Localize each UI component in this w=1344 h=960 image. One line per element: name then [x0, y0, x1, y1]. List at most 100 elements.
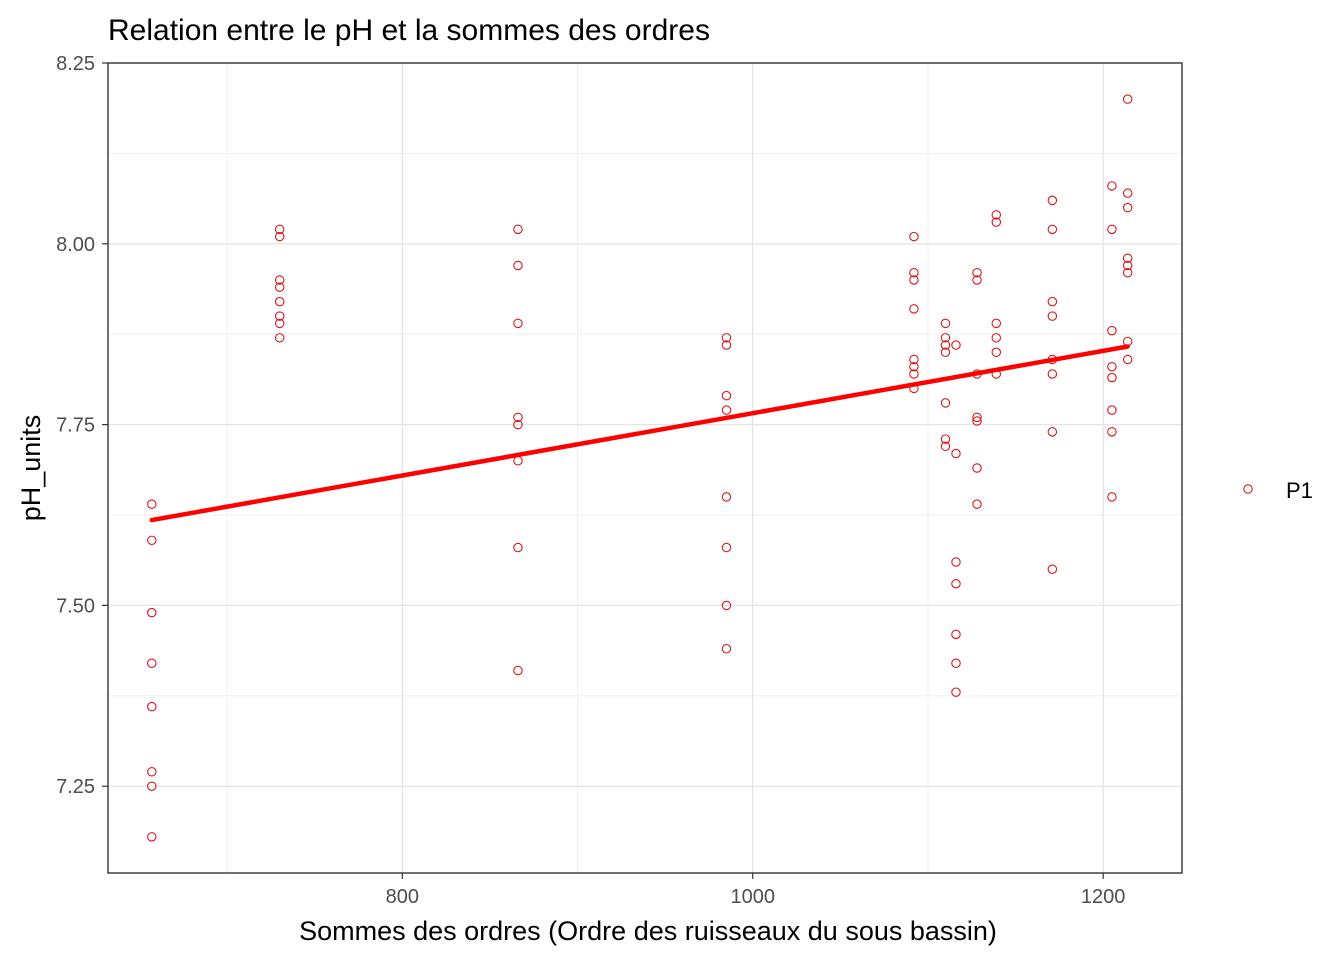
- data-point: [1047, 311, 1058, 321]
- grid-minor: [108, 63, 1182, 873]
- data-point: [909, 267, 919, 278]
- y-tick-label: 7.75: [56, 415, 95, 437]
- data-point: [147, 499, 157, 509]
- data-point: [951, 557, 961, 567]
- data-point: [909, 354, 919, 365]
- data-point: [1107, 325, 1117, 336]
- data-point: [513, 542, 523, 553]
- data-point: [1107, 361, 1117, 372]
- data-point: [147, 607, 157, 618]
- data-point: [1047, 296, 1058, 307]
- data-point: [972, 463, 982, 473]
- data-point: [1122, 202, 1133, 213]
- chart-title: Relation entre le pH et la sommes des or…: [108, 14, 710, 47]
- data-point: [274, 282, 285, 292]
- data-point: [1107, 492, 1117, 502]
- data-point: [513, 419, 523, 430]
- data-point: [991, 318, 1002, 329]
- data-point: [513, 412, 523, 423]
- data-points: [147, 94, 1133, 842]
- data-point: [972, 275, 982, 285]
- trend-line: [149, 344, 1130, 523]
- data-point: [940, 333, 951, 343]
- data-point: [147, 781, 157, 791]
- data-point: [513, 318, 523, 329]
- data-point: [274, 296, 285, 307]
- data-point: [1107, 181, 1117, 191]
- data-point: [951, 340, 961, 350]
- data-point: [1122, 188, 1133, 198]
- y-axis-label: pH_units: [16, 415, 46, 522]
- data-point: [991, 333, 1002, 343]
- y-tick-label: 8.00: [56, 234, 95, 256]
- data-point: [940, 318, 951, 329]
- data-point: [951, 448, 961, 459]
- data-point: [1122, 94, 1133, 104]
- data-point: [147, 832, 157, 842]
- data-point: [991, 217, 1002, 227]
- data-point: [951, 687, 961, 697]
- data-point: [721, 600, 732, 611]
- data-point: [972, 267, 982, 278]
- data-point: [940, 434, 951, 444]
- data-point: [274, 231, 285, 242]
- data-point: [972, 416, 982, 426]
- data-point: [274, 333, 285, 343]
- x-tick-label: 1000: [731, 886, 776, 908]
- data-point: [1107, 224, 1117, 235]
- data-point: [721, 390, 732, 401]
- y-tick-label: 7.50: [56, 595, 95, 617]
- data-point: [1047, 369, 1058, 379]
- y-tick-label: 8.25: [56, 53, 95, 75]
- x-axis-ticks: 800 1000 1200: [386, 873, 1126, 908]
- data-point: [721, 405, 732, 415]
- data-point: [147, 658, 157, 669]
- data-point: [1047, 195, 1058, 206]
- data-point: [940, 398, 951, 408]
- data-point: [940, 441, 951, 452]
- data-point: [147, 701, 157, 712]
- data-point: [513, 456, 523, 466]
- data-point: [274, 311, 285, 321]
- data-point: [721, 333, 732, 343]
- data-point: [274, 275, 285, 285]
- data-point: [721, 542, 732, 553]
- data-point: [147, 535, 157, 546]
- data-point: [991, 210, 1002, 220]
- y-tick-label: 7.25: [56, 776, 95, 798]
- x-tick-label: 1200: [1081, 886, 1126, 908]
- data-point: [274, 318, 285, 329]
- data-point: [1122, 260, 1133, 271]
- data-point: [1047, 427, 1058, 437]
- data-point: [972, 499, 982, 509]
- data-point: [513, 260, 523, 271]
- data-point: [909, 369, 919, 379]
- data-point: [721, 340, 732, 350]
- data-point: [1047, 564, 1058, 574]
- x-tick-label: 800: [386, 886, 419, 908]
- data-point: [951, 658, 961, 669]
- data-point: [909, 304, 919, 314]
- data-point: [940, 340, 951, 350]
- data-point: [991, 347, 1002, 358]
- legend: P1: [1243, 478, 1313, 503]
- data-point: [1107, 372, 1117, 383]
- data-point: [147, 766, 157, 777]
- legend-key-p1: [1243, 484, 1253, 494]
- data-point: [721, 492, 732, 502]
- plot-panel-border: [107, 62, 1183, 874]
- data-point: [1122, 267, 1133, 278]
- data-point: [1122, 354, 1133, 365]
- data-point: [951, 578, 961, 589]
- data-point: [1107, 405, 1117, 415]
- y-axis-ticks: 7.25 7.50 7.75 8.00 8.25: [56, 53, 108, 798]
- data-point: [972, 412, 982, 423]
- data-point: [940, 347, 951, 358]
- data-point: [721, 644, 732, 654]
- data-point: [1107, 427, 1117, 437]
- data-point: [1047, 224, 1058, 235]
- data-point: [513, 665, 523, 676]
- data-point: [909, 275, 919, 285]
- trend-line-segment: [149, 344, 1130, 523]
